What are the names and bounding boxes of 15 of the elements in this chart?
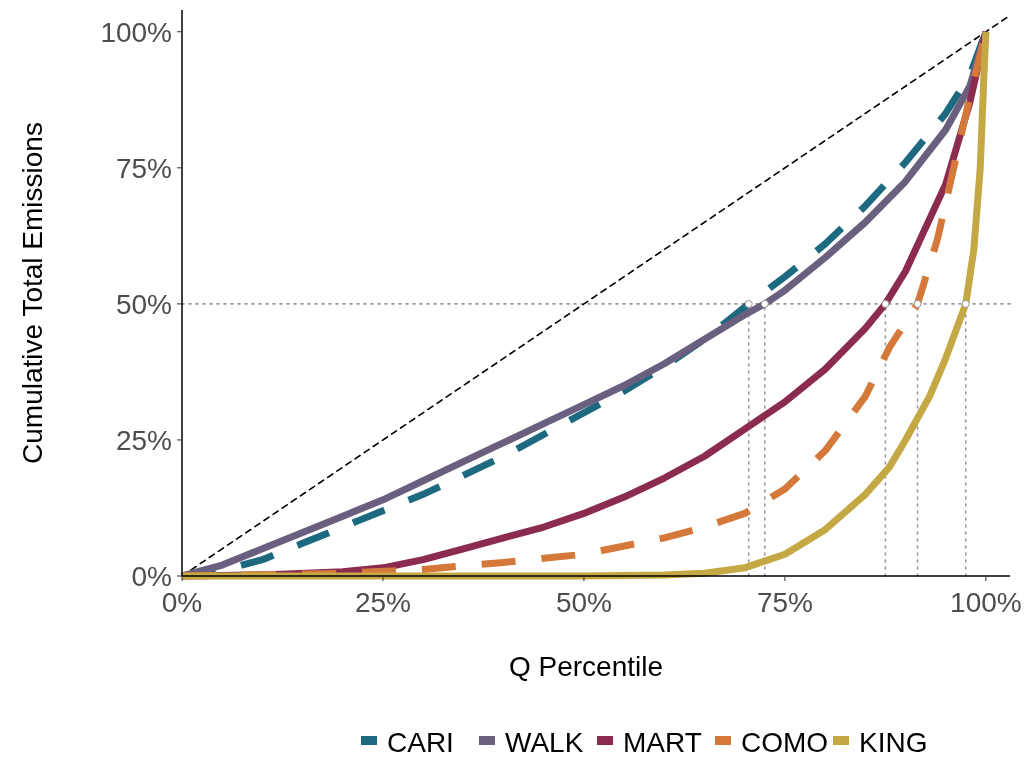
legend-label: MART (623, 727, 702, 758)
legend-label: COMO (741, 727, 829, 758)
y-tick-label: 25% (115, 424, 172, 456)
x-tick-label: 75% (756, 587, 813, 618)
y-axis-title: Cumulative Total Emissions (17, 122, 48, 464)
legend-label: CARI (387, 727, 454, 758)
x-tick-label: 50% (555, 587, 612, 618)
y-tick-label: 100% (100, 16, 172, 48)
x-tick-label: 25% (354, 587, 411, 618)
legend-label: KING (859, 727, 928, 758)
legend-label: WALK (505, 727, 584, 758)
y-tick-label: 50% (115, 288, 172, 320)
x-tick-label: 100% (950, 587, 1022, 618)
x-axis-title: Q Percentile (508, 651, 664, 682)
y-tick-label: 75% (115, 152, 172, 184)
